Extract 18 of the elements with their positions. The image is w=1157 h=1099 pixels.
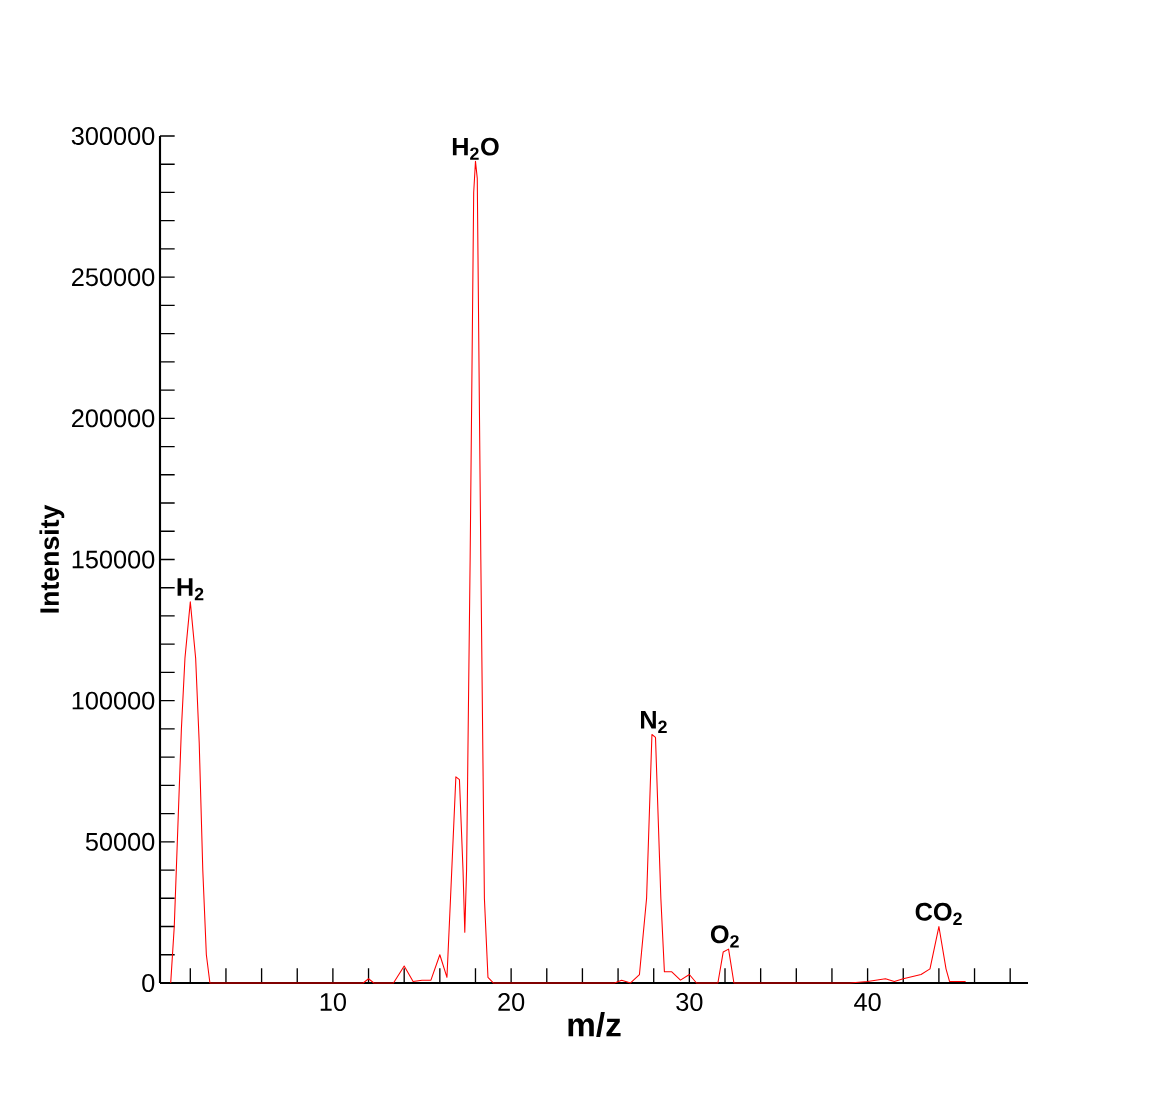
y-tick-label: 250000 [72, 268, 155, 287]
x-tick-label: 20 [498, 993, 525, 1011]
x-tick-label: 30 [676, 993, 703, 1011]
x-tick-label: 10 [320, 993, 346, 1011]
annotation: N$_{2}$ [641, 711, 667, 733]
y-tick-label: 50000 [85, 832, 155, 851]
y-tick-label: 0 [142, 974, 155, 992]
annotation: O$_{2}$ [710, 925, 739, 948]
annotation: CO$_{2}$ [915, 902, 962, 925]
annotation: H$_{2}$O [452, 137, 499, 160]
annotation: H$_{2}$ [177, 578, 204, 601]
y-tick-label: 150000 [72, 550, 155, 569]
x-tick-label: 40 [854, 993, 881, 1011]
y-tick-label: 100000 [72, 691, 155, 710]
y-tick-label: 200000 [72, 409, 155, 428]
y-axis-title: Intensity [39, 504, 65, 613]
x-axis-title: m/z [568, 1012, 621, 1037]
y-tick-label: 300000 [71, 127, 155, 145]
